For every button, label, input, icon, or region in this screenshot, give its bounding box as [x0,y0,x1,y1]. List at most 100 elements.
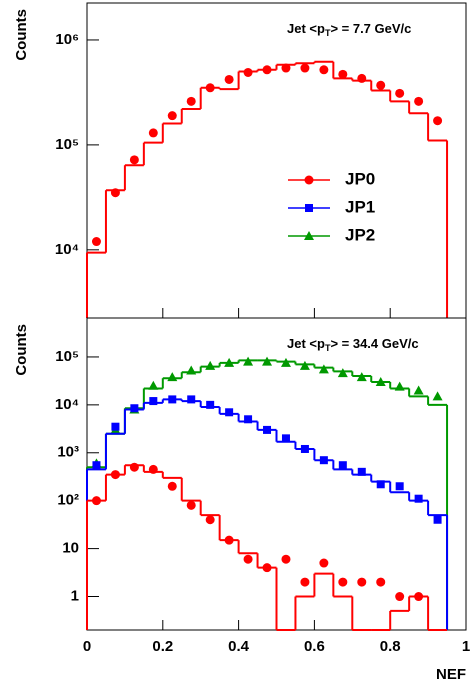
point [413,385,424,395]
y-tick-label: 10² [57,492,79,509]
point [148,380,159,390]
point [187,395,196,404]
point [186,365,197,375]
annotation: Jet <pT> = 34.4 GeV/c [287,336,419,353]
point [224,74,234,84]
annotation-part: > = 34.4 GeV/c [330,336,418,351]
point [375,377,386,387]
y-tick-label: 10 [62,540,79,557]
y-tick-label: 10⁵ [55,348,79,365]
y-tick-label: 10³ [57,444,79,461]
point [262,563,272,573]
point [110,470,120,480]
legend-label: JP0 [345,169,375,188]
point [205,515,215,525]
point [338,69,348,79]
point [224,357,235,367]
point [318,364,329,374]
point [167,372,178,382]
point [304,175,314,185]
point [243,356,254,366]
point [357,467,366,476]
point [263,425,272,434]
point [149,397,158,406]
point [304,231,314,240]
point [281,63,291,73]
point [167,111,177,121]
point [281,554,291,564]
point [395,88,405,98]
point [129,155,139,165]
point [300,577,310,587]
y-tick-label: 10⁴ [55,396,79,413]
point [395,482,404,491]
x-tick-label: 0.2 [152,638,173,655]
point [206,400,215,409]
annotation-part: > = 7.7 GeV/c [330,21,411,36]
y-axis-label: Counts [13,324,30,376]
annotation-part: Jet <p [287,21,325,36]
point [168,395,177,404]
point [129,462,139,472]
point [357,73,367,83]
annotation-part: T [325,343,331,353]
x-tick-label: 0 [83,638,91,655]
point [225,408,234,417]
y-tick-label: 10⁵ [55,136,79,153]
point [262,356,273,366]
annotation: Jet <pT> = 7.7 GeV/c [287,21,411,38]
x-axis-label: NEF [436,666,466,683]
annotation-part: T [325,28,331,38]
point [281,434,290,443]
point [148,464,158,474]
point [395,592,405,602]
y-tick-label: 10⁴ [55,241,79,258]
x-tick-label: 0.4 [228,638,250,655]
point [262,65,272,75]
point [186,96,196,106]
point [224,535,234,545]
point [433,515,442,524]
x-tick-label: 1 [462,638,470,655]
point [205,360,216,370]
point [414,592,424,602]
point [414,494,423,503]
point [338,461,347,470]
point [319,558,329,568]
x-tick-label: 0.8 [380,638,401,655]
point [300,444,309,453]
point [111,422,120,431]
point [130,404,139,413]
y-axis-label: Counts [13,9,30,61]
point [91,237,101,247]
point [414,96,424,106]
point [205,83,215,93]
point [338,577,348,587]
y-tick-label: 10⁶ [55,31,79,48]
point [319,456,328,465]
annotation-part: Jet <p [287,336,325,351]
point [92,461,101,470]
point [337,368,348,378]
x-tick-label: 0.6 [304,638,325,655]
point [433,116,443,126]
point [376,80,386,90]
point [186,500,196,510]
point [376,480,385,489]
point [243,554,253,564]
legend-label: JP1 [345,197,375,216]
point [244,415,253,424]
y-tick-label: 1 [71,587,79,604]
point [243,67,253,77]
point [148,128,158,138]
point [91,496,101,506]
point [110,188,120,198]
point [357,577,367,587]
point [319,65,329,75]
point [394,381,405,391]
point [167,481,177,491]
point [432,391,443,401]
legend-label: JP2 [345,225,375,244]
